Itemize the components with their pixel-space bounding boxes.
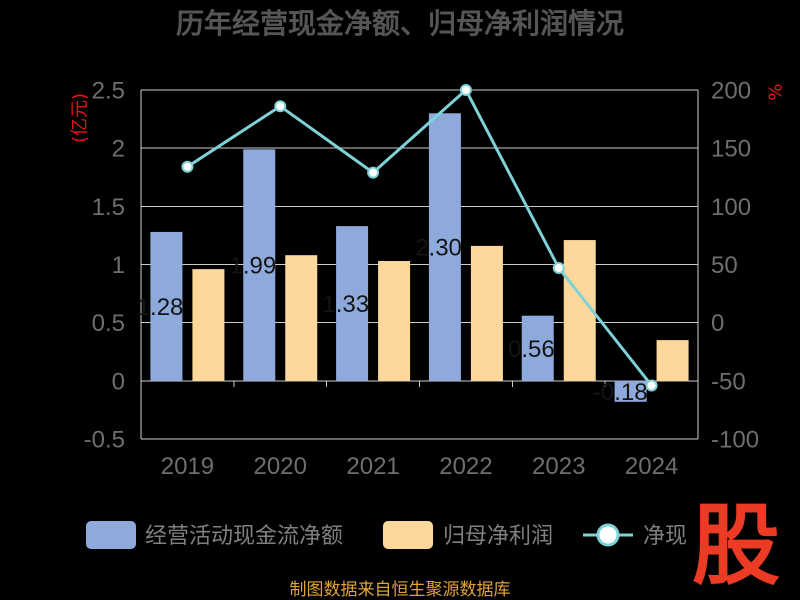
x-axis-tick-label: 2020 — [254, 453, 307, 480]
y-axis-tick-label: 2.5 — [92, 78, 125, 105]
axes: -0.5 0 0.5 1 1.5 2 2.5 -100 -50 0 50 100 150 200 2019 2… — [84, 78, 759, 481]
legend-swatch-operating-cash-flow — [86, 521, 136, 549]
source-footer: 制图数据来自恒生聚源数据库 — [290, 580, 511, 600]
x-axis-tick-label: 2023 — [532, 453, 585, 480]
line-point-net-cash-ratio — [552, 261, 565, 274]
data-label-operating-cash-flow: 1.99 — [230, 253, 277, 280]
data-label-operating-cash-flow: -0.18 — [593, 379, 648, 406]
line-point-net-cash-ratio — [181, 160, 194, 173]
x-axis-tick-label: 2019 — [161, 453, 214, 480]
bar-net-profit — [656, 340, 689, 381]
y2-axis-tick-label: 100 — [711, 194, 751, 221]
legend-swatch-marker — [596, 523, 620, 547]
legend-swatch-net-profit — [383, 521, 433, 549]
line-series — [181, 84, 658, 392]
legend-label-operating-cash-flow: 经营活动现金流净额 — [145, 524, 343, 549]
legend-label-net-cash-ratio: 净现 — [643, 524, 687, 549]
bar-net-profit — [285, 255, 318, 381]
y-axis-tick-label: 2 — [112, 136, 125, 163]
bar-net-profit — [470, 245, 503, 381]
y-axis-tick-label: -0.5 — [84, 427, 125, 454]
legend-label-net-profit: 归母净利润 — [443, 524, 553, 549]
y-axis-name: (亿元) — [70, 93, 91, 143]
y2-axis-tick-label: 50 — [711, 252, 738, 279]
bar-operating-cash-flow — [428, 113, 461, 381]
chart-title: 历年经营现金净额、归母净利润情况 — [176, 7, 624, 40]
line-point-net-cash-ratio — [367, 166, 380, 179]
line-point-net-cash-ratio — [274, 100, 287, 113]
bars — [150, 113, 689, 402]
data-label-operating-cash-flow: 1.33 — [322, 291, 369, 318]
data-label-operating-cash-flow: 2.30 — [415, 235, 462, 262]
bar-operating-cash-flow — [521, 315, 554, 381]
legend-item-net-cash-ratio[interactable]: 净现 — [583, 523, 687, 549]
legend-item-operating-cash-flow[interactable]: 经营活动现金流净额 — [86, 521, 343, 549]
data-label-operating-cash-flow: 1.28 — [137, 294, 184, 321]
y2-axis-tick-label: 0 — [711, 310, 724, 337]
bar-operating-cash-flow — [336, 226, 369, 381]
x-axis-tick-label: 2024 — [625, 453, 678, 480]
line-net-cash-ratio — [186, 88, 653, 387]
y2-axis-tick-label: 200 — [711, 78, 751, 105]
y2-axis-tick-label: -50 — [711, 368, 746, 395]
data-labels: 1.28 1.99 1.33 2.30 0.56 -0.18 — [137, 235, 648, 406]
brand-logo: 股 — [692, 494, 780, 597]
bar-operating-cash-flow — [614, 380, 647, 402]
bar-net-profit — [192, 269, 225, 381]
y2-axis-tick-label: -100 — [711, 427, 759, 454]
y-axis-tick-label: 0.5 — [92, 310, 125, 337]
bar-net-profit — [378, 261, 411, 381]
y-axis-tick-label: 0 — [112, 368, 125, 395]
legend-item-net-profit[interactable]: 归母净利润 — [383, 521, 553, 549]
line-point-net-cash-ratio — [645, 379, 658, 392]
legend: 经营活动现金流净额 归母净利润 净现 — [86, 521, 687, 549]
y-axis-tick-label: 1 — [112, 252, 125, 279]
line-point-net-cash-ratio — [459, 84, 472, 96]
y2-axis-tick-label: 150 — [711, 136, 751, 163]
y-axis-tick-label: 1.5 — [92, 194, 125, 221]
y2-axis-name: % — [766, 83, 787, 100]
data-label-operating-cash-flow: 0.56 — [508, 336, 555, 363]
bar-operating-cash-flow — [243, 149, 276, 381]
bar-operating-cash-flow — [150, 231, 183, 381]
x-axis-tick-label: 2022 — [439, 453, 492, 480]
x-axis-tick-label: 2021 — [346, 453, 399, 480]
